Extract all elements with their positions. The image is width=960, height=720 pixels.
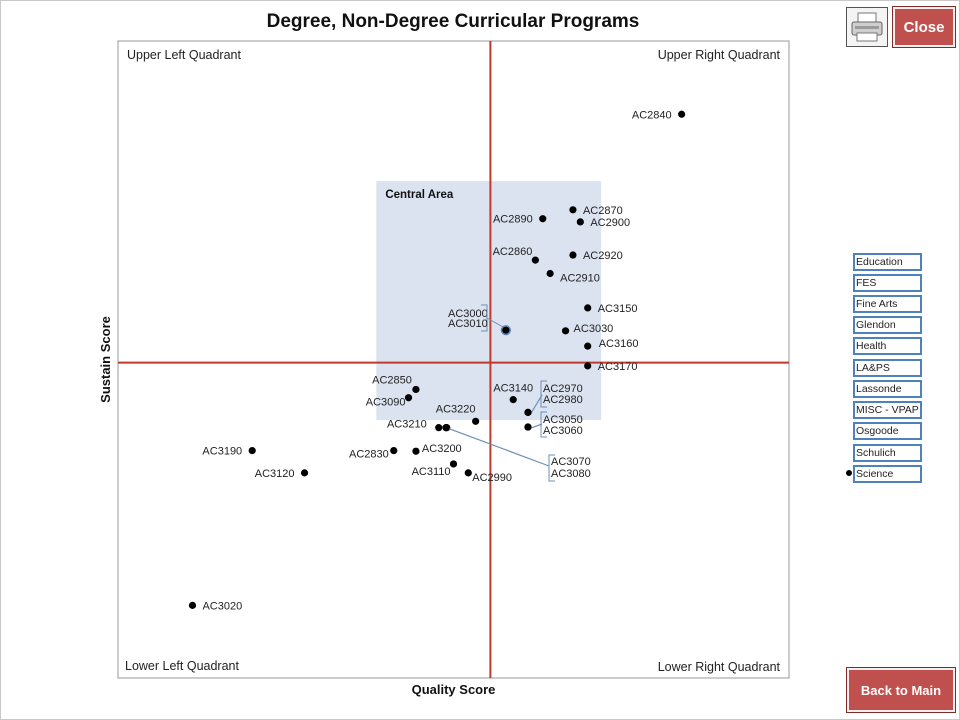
point-label-ac3080: AC3080 — [551, 468, 591, 480]
y-axis-title: Sustain Score — [98, 316, 113, 403]
point-label-ac2860: AC2860 — [493, 246, 533, 258]
point-label-ac3150: AC3150 — [598, 303, 638, 315]
legend-item-health[interactable]: Health — [853, 337, 922, 355]
point-ac3080 — [442, 424, 450, 432]
chart-title: Degree, Non-Degree Curricular Programs — [266, 11, 640, 32]
point-ac2920 — [569, 251, 577, 259]
legend-item-la-ps[interactable]: LA&PS — [853, 359, 922, 377]
point-label-ac3220: AC3220 — [436, 403, 476, 415]
point-ac3200 — [412, 447, 420, 455]
print-button[interactable] — [846, 7, 888, 47]
point-ac2980 — [524, 408, 532, 416]
point-ac3210 — [435, 424, 443, 432]
callout-line-ac2970 — [530, 394, 543, 414]
legend-item-fes[interactable]: FES — [853, 274, 922, 292]
point-label-ac3200: AC3200 — [422, 443, 462, 455]
close-button[interactable]: Close — [892, 6, 956, 48]
point-ac3170 — [584, 362, 592, 370]
point-ac2830 — [390, 446, 398, 455]
callout-line-ac3070 — [448, 428, 550, 467]
point-ac3150 — [584, 304, 592, 312]
point-label-ac3050: AC3050 — [543, 414, 583, 426]
point-ac3190 — [248, 446, 256, 455]
point-label-ac3190: AC3190 — [202, 446, 242, 458]
point-label-ac2990: AC2990 — [472, 472, 512, 484]
point-ac2860 — [531, 256, 539, 264]
point-label-ac2920: AC2920 — [583, 250, 623, 262]
point-ac3060 — [524, 423, 532, 431]
point-label-ac3020: AC3020 — [202, 600, 242, 612]
point-label-ac2900: AC2900 — [590, 217, 630, 229]
point-label-ac2870: AC2870 — [583, 205, 623, 217]
callout-line-ac3050 — [530, 423, 543, 429]
quadrant-label-upper-left: Upper Left Quadrant — [127, 48, 241, 62]
point-label-ac3070: AC3070 — [551, 456, 591, 468]
point-label-ac2980: AC2980 — [543, 394, 583, 406]
point-label-ac3160: AC3160 — [599, 338, 639, 350]
point-label-ac3170: AC3170 — [598, 361, 638, 373]
point-label-ac3000: AC3000 — [448, 308, 488, 320]
point-label-ac3010: AC3010 — [448, 318, 488, 330]
point-ac3010 — [502, 326, 510, 334]
legend-item-fine-arts[interactable]: Fine Arts — [853, 295, 922, 313]
point-ac2850 — [412, 385, 420, 394]
point-label-ac2890: AC2890 — [493, 214, 533, 226]
point-ac3120 — [300, 469, 309, 477]
point-label-ac3140: AC3140 — [493, 383, 533, 395]
point-label-ac2970: AC2970 — [543, 383, 583, 395]
point-label-ac2910: AC2910 — [560, 273, 600, 285]
point-ac3220 — [472, 417, 480, 425]
legend-item-osgoode[interactable]: Osgoode — [853, 422, 922, 440]
point-label-ac3030: AC3030 — [574, 323, 614, 335]
point-ac3090 — [404, 394, 413, 402]
printer-icon — [851, 12, 883, 42]
point-label-ac2830: AC2830 — [349, 449, 389, 461]
point-ac3140 — [509, 396, 517, 404]
callout-bracket-ac3070 — [548, 454, 555, 482]
point-label-ac3120: AC3120 — [255, 468, 295, 480]
legend-item-lassonde[interactable]: Lassonde — [853, 380, 922, 398]
point-ac2990 — [464, 469, 472, 477]
point-label-ac2840: AC2840 — [632, 109, 672, 121]
point-ac3020 — [188, 601, 197, 609]
point-ac2900 — [576, 218, 584, 226]
legend-item-science[interactable]: Science — [853, 465, 922, 483]
callout-bracket-ac2970 — [540, 380, 547, 408]
point-ac3160 — [584, 342, 592, 350]
point-label-ac3210: AC3210 — [387, 419, 427, 431]
central-area — [376, 181, 602, 421]
point-ac3030 — [561, 327, 570, 335]
back-to-main-button[interactable]: Back to Main — [846, 667, 956, 713]
point-ac2910 — [546, 269, 554, 278]
legend-item-education[interactable]: Education — [853, 253, 922, 271]
point-label-ac3090: AC3090 — [366, 397, 406, 409]
point-ac3000-ring — [500, 325, 511, 336]
legend-item-schulich[interactable]: Schulich — [853, 444, 922, 462]
point-ac2890 — [539, 215, 547, 223]
point-label-ac3060: AC3060 — [543, 425, 583, 437]
quadrant-label-lower-right: Lower Right Quadrant — [658, 660, 781, 674]
point-ac2870 — [569, 206, 577, 214]
selected-marker — [846, 470, 852, 476]
point-ac3110 — [449, 460, 458, 468]
point-ac2840 — [678, 110, 686, 118]
x-axis-title: Quality Score — [412, 682, 496, 697]
quadrant-label-lower-left: Lower Left Quadrant — [125, 659, 239, 673]
central-area-label: Central Area — [385, 189, 454, 201]
legend-item-misc-vpap[interactable]: MISC - VPAP — [853, 401, 922, 419]
point-label-ac2850: AC2850 — [372, 374, 412, 386]
point-label-ac3110: AC3110 — [412, 466, 451, 478]
legend-item-glendon[interactable]: Glendon — [853, 316, 922, 334]
quadrant-label-upper-right: Upper Right Quadrant — [658, 48, 781, 62]
